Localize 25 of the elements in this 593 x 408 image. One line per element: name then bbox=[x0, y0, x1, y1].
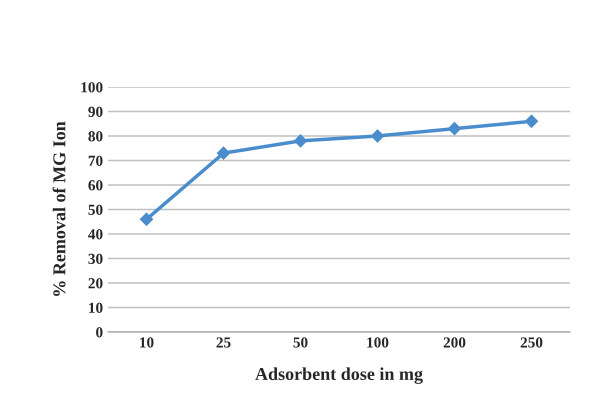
point bbox=[370, 129, 384, 143]
x-tick-label: 50 bbox=[293, 337, 308, 348]
y-tick-label: 100 bbox=[81, 82, 103, 92]
x-tick-label: 100 bbox=[367, 337, 388, 348]
y-tick-label: 90 bbox=[88, 106, 103, 117]
point bbox=[216, 146, 230, 160]
y-tick-label: 40 bbox=[88, 229, 103, 240]
y-axis-title: % Removal of MG Ion bbox=[52, 122, 66, 296]
x-tick-label: 10 bbox=[140, 337, 154, 348]
y-tick-label: 70 bbox=[88, 156, 103, 166]
y-tick-label: 60 bbox=[88, 180, 103, 190]
point bbox=[524, 114, 538, 128]
y-tick-label: 10 bbox=[89, 302, 103, 313]
x-axis-title: Adsorbent dose in mg bbox=[255, 367, 423, 384]
point bbox=[448, 122, 462, 136]
y-tick-label: 50 bbox=[88, 204, 103, 215]
point bbox=[140, 212, 154, 226]
y-tick-label: 20 bbox=[88, 278, 103, 288]
x-tick-label: 25 bbox=[216, 337, 231, 348]
point bbox=[294, 134, 308, 148]
y-tick-label: 80 bbox=[88, 131, 103, 142]
x-tick-label: 250 bbox=[520, 337, 542, 348]
x-tick-label: 200 bbox=[444, 337, 466, 348]
y-tick-label: 0 bbox=[96, 327, 103, 338]
y-tick-label: 30 bbox=[88, 254, 103, 264]
